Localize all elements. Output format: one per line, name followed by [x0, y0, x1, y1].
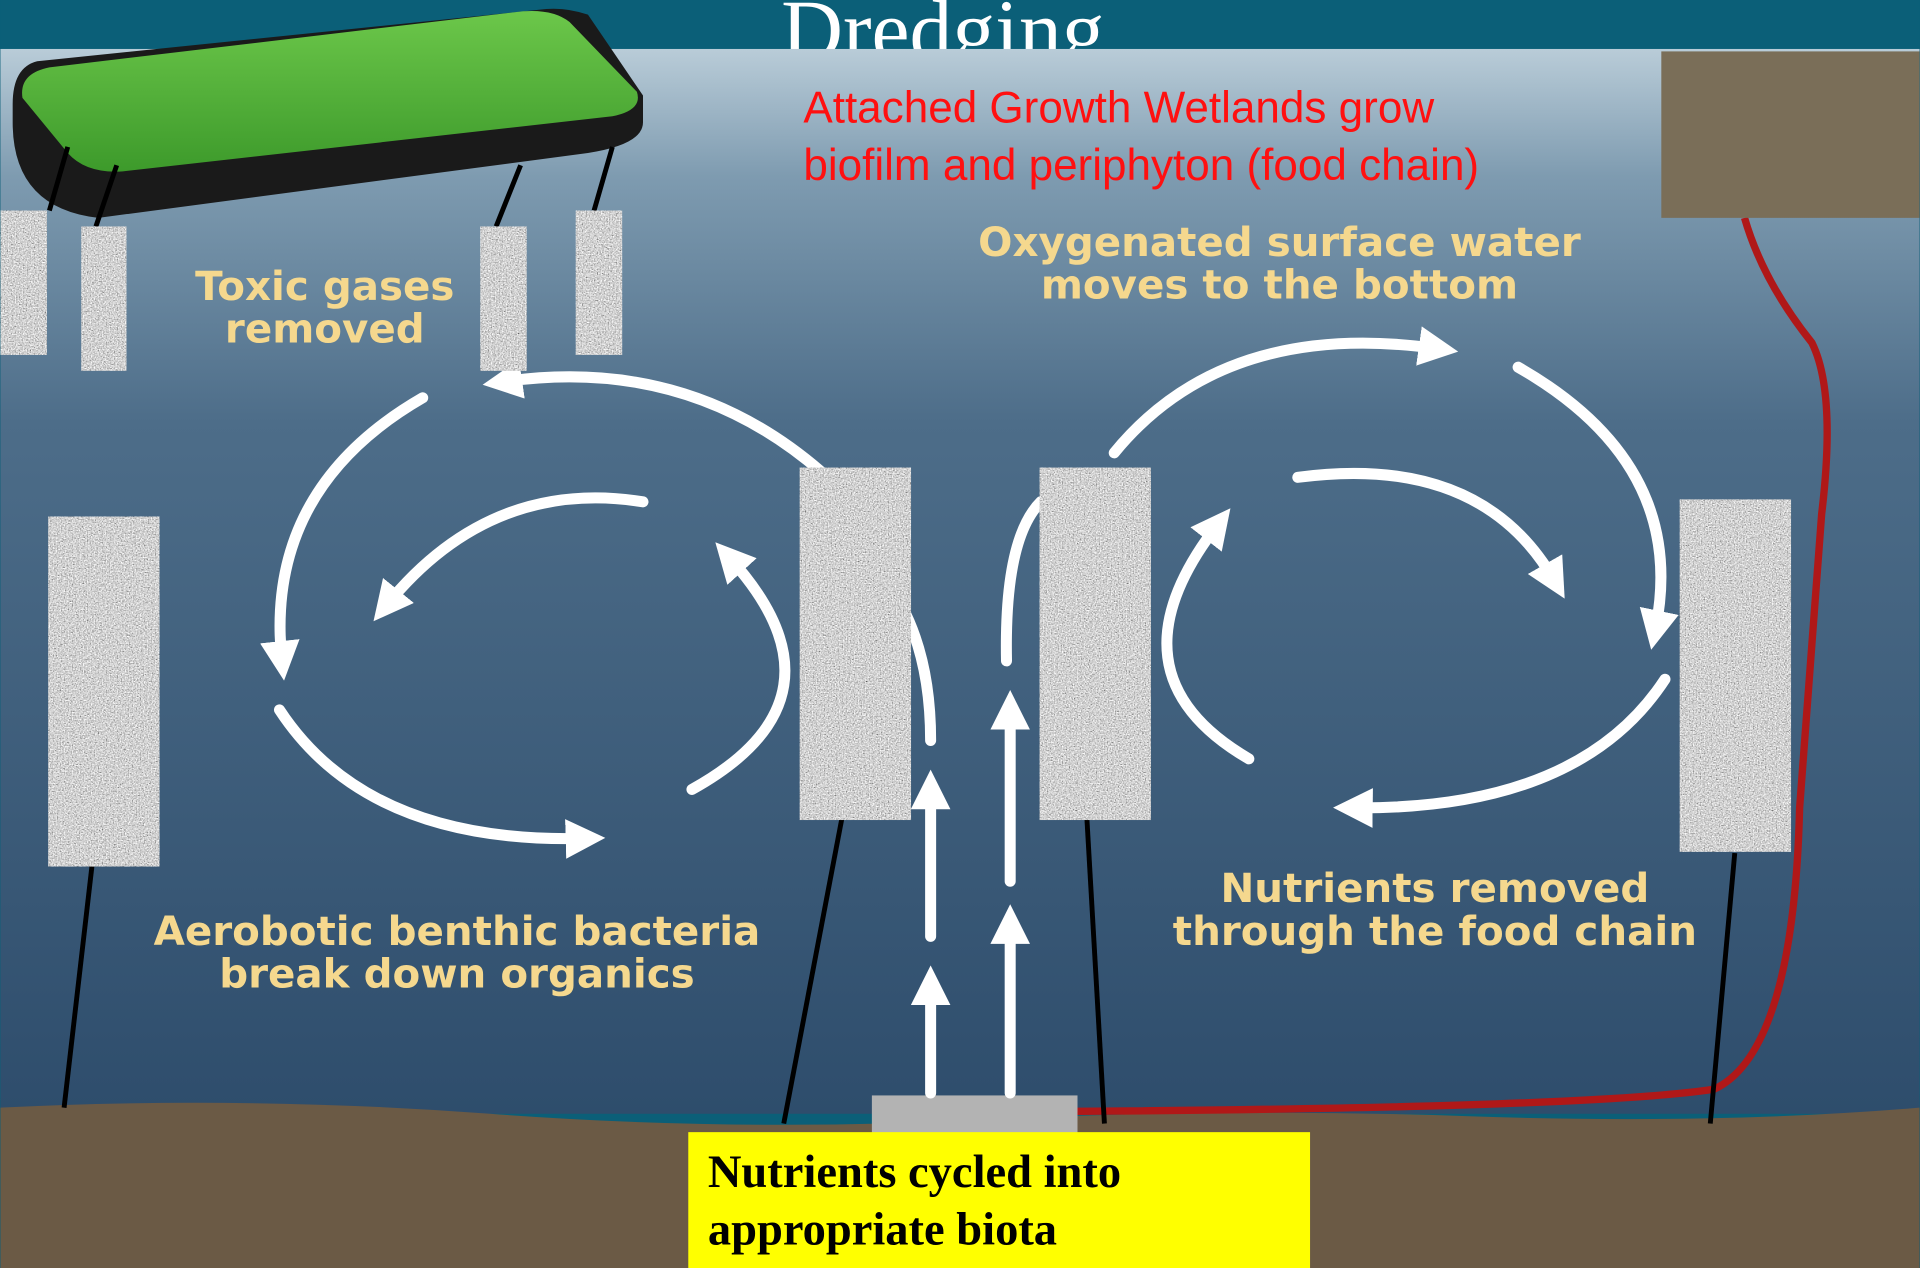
pillars	[0, 210, 1792, 867]
pillar	[1039, 467, 1151, 821]
arrow	[1512, 361, 1679, 650]
title: Dredging	[781, 0, 1105, 78]
arrow	[1292, 467, 1565, 599]
arrow	[1333, 673, 1671, 828]
arrow	[686, 542, 791, 795]
arrow	[260, 392, 429, 681]
callout-line: biofilm and periphyton (food chain)	[803, 141, 1479, 190]
rope	[493, 164, 523, 228]
callout-line: Attached Growth Wetlands grow	[803, 83, 1434, 132]
label-line: removed	[225, 306, 425, 353]
label-line: moves to the bottom	[1041, 262, 1518, 309]
arrow	[1000, 496, 1047, 667]
pillar	[0, 210, 47, 355]
water	[0, 48, 1920, 1114]
arrow	[1161, 508, 1255, 765]
platform-top	[22, 11, 638, 172]
label-line: through the food chain	[1173, 908, 1697, 955]
arrow	[1108, 326, 1459, 459]
pillar	[575, 210, 623, 355]
arrow	[482, 359, 826, 477]
rope	[591, 146, 615, 212]
note-line: Nutrients cycled into	[708, 1147, 1121, 1198]
label-line: Aerobotic benthic bacteria	[154, 908, 761, 955]
arrow	[373, 492, 649, 622]
rope	[1083, 803, 1107, 1124]
box	[1661, 51, 1920, 218]
pillar	[799, 467, 912, 821]
rope	[781, 788, 850, 1125]
label-line: Oxygenated surface water	[978, 219, 1581, 266]
note-box	[688, 1132, 1311, 1268]
hose	[1077, 216, 1831, 1116]
pillar	[480, 226, 527, 371]
note-line: appropriate biota	[708, 1205, 1057, 1256]
arrows	[260, 326, 1679, 1099]
rope	[61, 852, 96, 1108]
label-line: Toxic gases	[195, 263, 454, 310]
pillar	[48, 516, 160, 867]
rope	[47, 146, 71, 212]
label-line: break down organics	[219, 951, 694, 998]
label-line: Nutrients removed	[1220, 865, 1649, 912]
pillar	[81, 226, 127, 371]
rope	[1707, 852, 1738, 1124]
rope	[93, 164, 120, 228]
diffuser-base	[871, 1095, 1078, 1135]
pillar	[1679, 499, 1792, 852]
arrow	[273, 704, 606, 859]
